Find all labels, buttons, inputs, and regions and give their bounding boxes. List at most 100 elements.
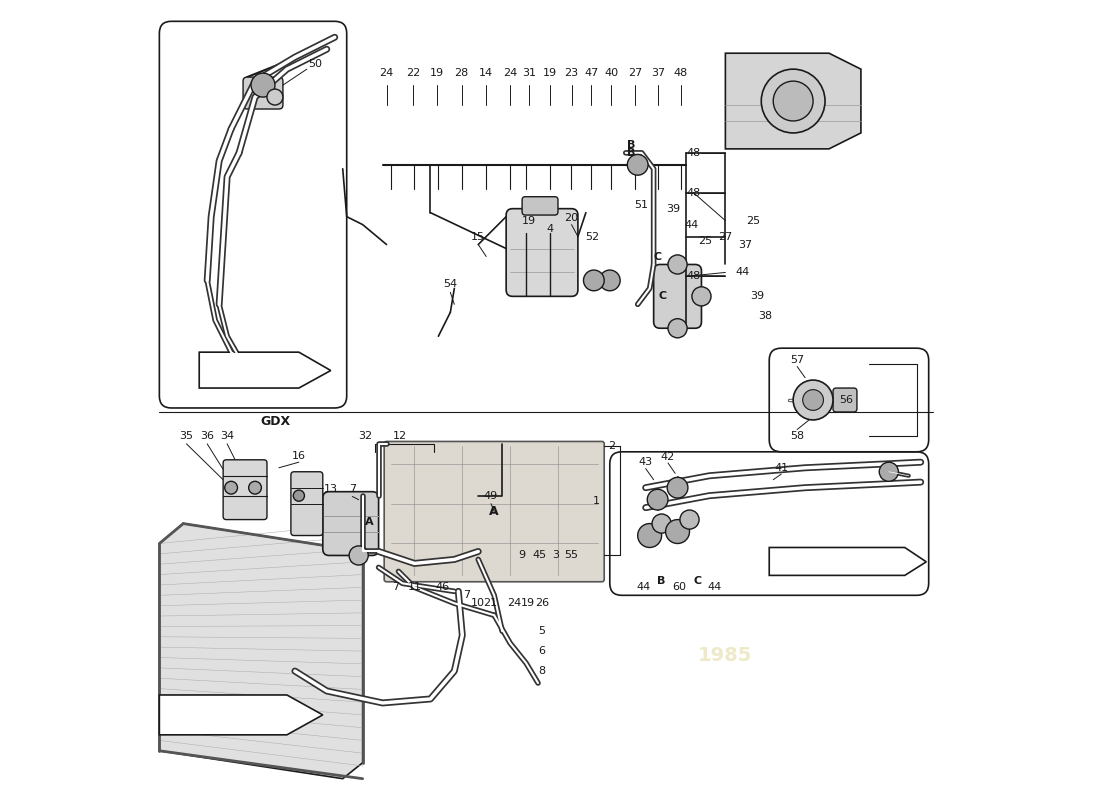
- FancyBboxPatch shape: [833, 388, 857, 412]
- Text: 44: 44: [685, 220, 698, 230]
- Text: 36: 36: [200, 431, 214, 441]
- Circle shape: [294, 490, 305, 502]
- Text: 32: 32: [358, 431, 372, 441]
- Circle shape: [879, 462, 899, 482]
- Text: B: B: [627, 140, 636, 150]
- FancyBboxPatch shape: [322, 492, 378, 555]
- Text: 58: 58: [790, 431, 804, 441]
- Text: 10: 10: [471, 598, 485, 608]
- Text: 52: 52: [585, 231, 600, 242]
- Text: 19: 19: [430, 68, 444, 78]
- Text: 27: 27: [718, 231, 733, 242]
- Text: 44: 44: [707, 582, 722, 592]
- Text: C: C: [653, 251, 662, 262]
- Text: 40: 40: [604, 68, 618, 78]
- Text: 8: 8: [539, 666, 546, 676]
- Text: 48: 48: [686, 271, 701, 282]
- Text: 25: 25: [698, 235, 713, 246]
- Circle shape: [647, 490, 668, 510]
- Polygon shape: [160, 523, 363, 778]
- Text: 55: 55: [564, 550, 579, 561]
- Text: 24: 24: [503, 68, 517, 78]
- Polygon shape: [199, 352, 331, 388]
- Text: 49: 49: [484, 490, 498, 501]
- Circle shape: [761, 69, 825, 133]
- Text: 38: 38: [758, 311, 772, 322]
- Circle shape: [666, 519, 690, 543]
- Circle shape: [668, 478, 688, 498]
- Text: 3: 3: [552, 550, 559, 561]
- Text: 22: 22: [406, 68, 420, 78]
- Text: 19: 19: [520, 598, 535, 608]
- Text: 7: 7: [349, 484, 356, 494]
- Text: C: C: [693, 576, 702, 586]
- Text: 28: 28: [454, 68, 469, 78]
- Text: 4: 4: [547, 223, 553, 234]
- Text: 43: 43: [639, 457, 652, 467]
- Text: 12: 12: [393, 431, 407, 441]
- Text: 24: 24: [507, 598, 521, 608]
- Text: 25: 25: [746, 216, 760, 226]
- Text: 35: 35: [179, 431, 194, 441]
- Text: 2: 2: [608, 442, 616, 451]
- Text: 15: 15: [471, 231, 485, 242]
- Polygon shape: [769, 547, 926, 575]
- Text: 16: 16: [292, 451, 306, 461]
- FancyBboxPatch shape: [243, 77, 283, 109]
- Circle shape: [583, 270, 604, 290]
- Text: 51: 51: [635, 200, 649, 210]
- Circle shape: [793, 380, 833, 420]
- Text: B: B: [627, 148, 636, 158]
- Text: 1985: 1985: [698, 646, 752, 665]
- Text: 48: 48: [686, 188, 701, 198]
- Circle shape: [668, 255, 688, 274]
- Polygon shape: [160, 695, 322, 735]
- Text: 24: 24: [379, 68, 394, 78]
- Circle shape: [600, 270, 620, 290]
- Text: 5: 5: [539, 626, 546, 636]
- Text: 34: 34: [220, 431, 234, 441]
- Text: 57: 57: [790, 355, 804, 365]
- Circle shape: [680, 510, 700, 529]
- Text: 42: 42: [661, 452, 675, 462]
- Text: .pl: .pl: [574, 486, 606, 506]
- Text: 44: 44: [736, 267, 750, 278]
- Text: 56: 56: [839, 395, 853, 405]
- Text: 6: 6: [539, 646, 546, 656]
- Text: 54: 54: [443, 279, 458, 290]
- Circle shape: [224, 482, 238, 494]
- FancyBboxPatch shape: [522, 197, 558, 215]
- Circle shape: [692, 286, 711, 306]
- Text: 14: 14: [480, 68, 493, 78]
- FancyBboxPatch shape: [384, 442, 604, 582]
- Circle shape: [349, 546, 368, 565]
- Text: 20: 20: [564, 214, 579, 223]
- Circle shape: [249, 482, 262, 494]
- Text: A: A: [490, 505, 499, 518]
- Text: 7: 7: [463, 590, 471, 600]
- Text: 37: 37: [651, 68, 666, 78]
- Text: 9: 9: [518, 550, 526, 561]
- Text: 7: 7: [392, 582, 399, 592]
- Circle shape: [652, 514, 671, 533]
- Circle shape: [773, 81, 813, 121]
- Text: autocześci: autocześci: [411, 563, 561, 587]
- Text: 48: 48: [673, 68, 688, 78]
- FancyBboxPatch shape: [290, 472, 322, 535]
- Text: 44: 44: [636, 582, 650, 592]
- FancyBboxPatch shape: [506, 209, 578, 296]
- Circle shape: [627, 154, 648, 175]
- Text: 1: 1: [593, 496, 601, 506]
- Text: 41: 41: [774, 462, 789, 473]
- Text: 26: 26: [535, 598, 549, 608]
- Circle shape: [251, 73, 275, 97]
- Text: 46: 46: [436, 582, 450, 592]
- Text: 48: 48: [686, 148, 701, 158]
- Text: GDX: GDX: [260, 415, 290, 428]
- Text: 60: 60: [672, 582, 686, 592]
- Text: 27: 27: [628, 68, 642, 78]
- Text: 45: 45: [532, 550, 547, 561]
- Text: 19: 19: [543, 68, 557, 78]
- Circle shape: [638, 523, 661, 547]
- Text: 21: 21: [483, 598, 497, 608]
